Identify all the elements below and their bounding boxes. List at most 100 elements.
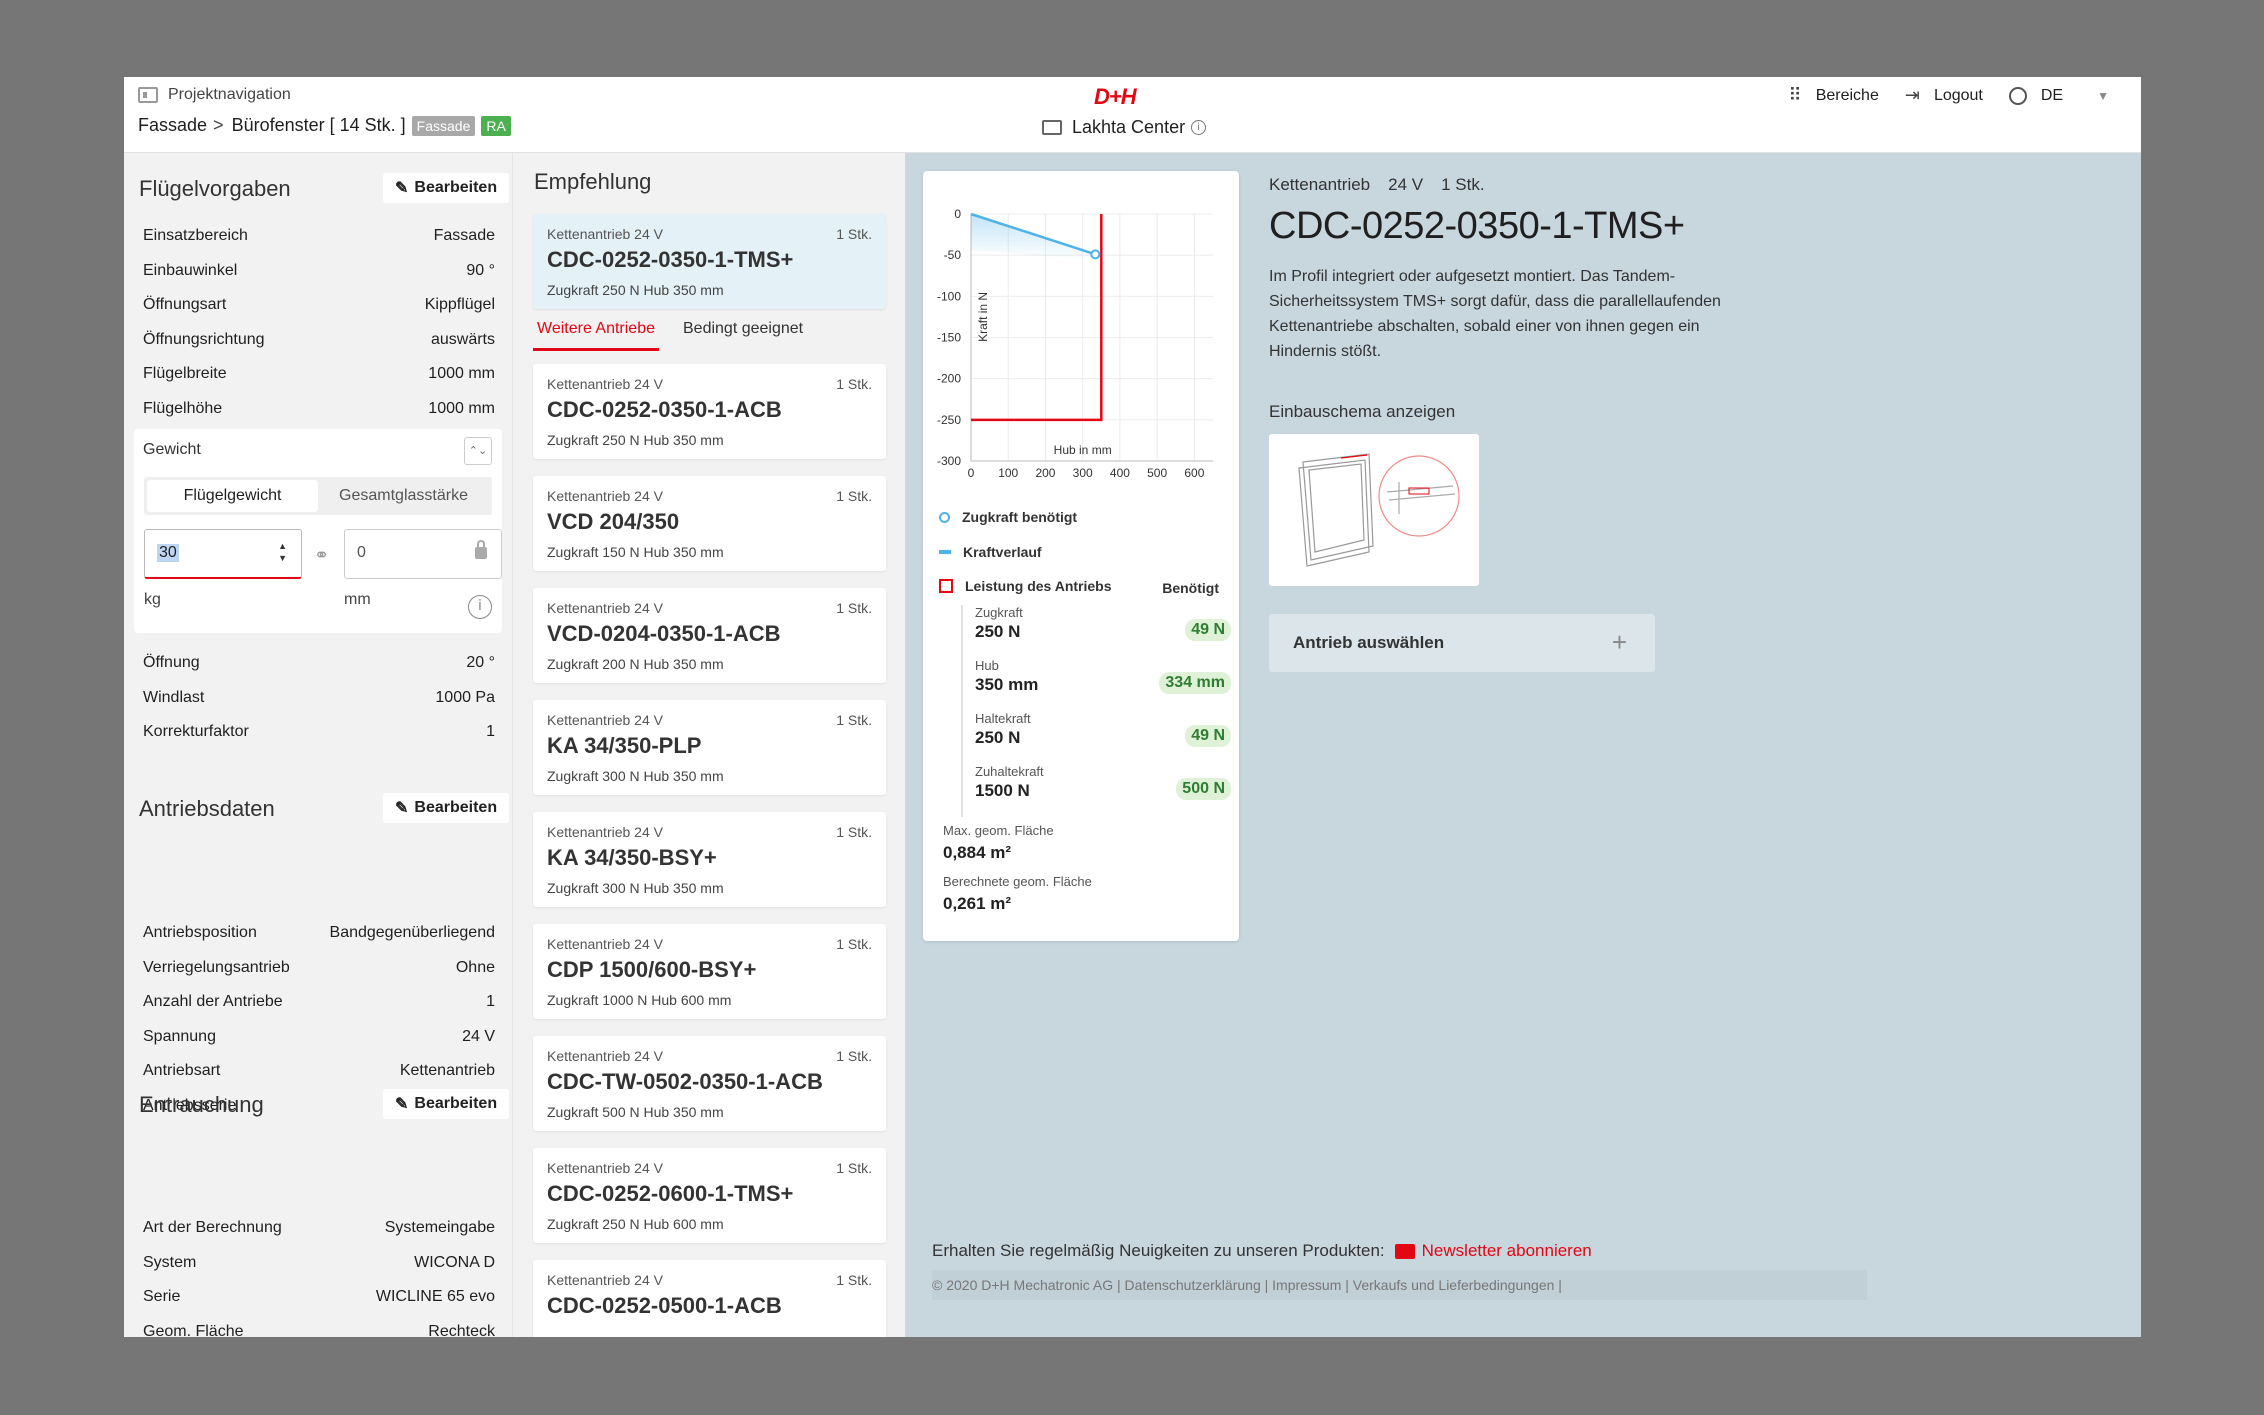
property-key: Öffnungsrichtung <box>143 330 265 348</box>
y-axis-label: Kraft in N <box>976 292 990 342</box>
newsletter-link[interactable]: Newsletter abonnieren <box>1394 1241 1592 1261</box>
product-card[interactable]: Kettenantrieb 24 V 1 Stk. VCD-0204-0350-1-… <box>533 588 886 683</box>
tab-weitere-antriebe[interactable]: Weitere Antriebe <box>533 315 659 351</box>
property-row: Einsatzbereich Fassade <box>143 227 495 245</box>
property-value: Bandgegenüberliegend <box>329 924 495 941</box>
performance-item: Zuhaltekraft 1500 N 500 N <box>963 764 1231 817</box>
property-key: Serie <box>143 1288 181 1305</box>
product-category: Kettenantrieb 24 V <box>547 824 663 840</box>
product-specs: Zugkraft 300 N Hub 350 mm <box>547 880 724 896</box>
performance-label: Zugkraft <box>975 605 1023 620</box>
link-icon[interactable]: ⚭ <box>314 545 330 565</box>
product-card[interactable]: Kettenantrieb 24 V 1 Stk. CDP 1500/600-BSY… <box>533 924 886 1019</box>
line-icon <box>939 550 951 554</box>
chevron-down-icon[interactable]: ▼ <box>2097 88 2109 103</box>
product-title: CDC-0252-0350-1-TMS+ <box>1269 205 1685 247</box>
product-specs: Zugkraft 200 N Hub 350 mm <box>547 656 724 672</box>
property-key: Anzahl der Antriebe <box>143 993 283 1010</box>
product-category: Kettenantrieb 24 V <box>547 1160 663 1176</box>
property-value: Fassade <box>433 227 495 244</box>
glasstaerke-input[interactable]: 0 <box>344 529 502 579</box>
max-geom-value: 0,884 m² <box>943 843 1012 862</box>
x-tick-label: 600 <box>1184 466 1204 480</box>
property-key: Antriebsart <box>143 1062 221 1079</box>
product-specs: Zugkraft 1000 N Hub 600 mm <box>547 992 732 1008</box>
bereiche-link[interactable]: Bereiche <box>1815 86 1879 104</box>
gewicht-card: Gewicht ⌃⌄ Flügelgewicht Gesamtglasstärk… <box>134 429 502 633</box>
product-card[interactable]: Kettenantrieb 24 V 1 Stk. CDC-0252-0500-1-… <box>533 1260 886 1337</box>
product-qty: 1 Stk. <box>836 1272 872 1288</box>
needed-badge: 500 N <box>1176 778 1231 800</box>
installation-schema-image[interactable] <box>1269 434 1479 586</box>
product-card[interactable]: Kettenantrieb 24 V 1 Stk. VCD 204/350 Zugkr… <box>533 476 886 571</box>
glasstaerke-value: 0 <box>357 544 366 561</box>
fluegel-edit-button[interactable]: ✎ Bearbeiten <box>383 173 510 203</box>
tab-gesamtglasstaerke[interactable]: Gesamtglasstärke <box>339 487 468 504</box>
breadcrumb-root[interactable]: Fassade <box>138 115 208 135</box>
product-name: CDP 1500/600-BSY+ <box>547 957 757 982</box>
product-qty: 1 Stk. <box>836 1048 872 1064</box>
project-selector[interactable]: Lakhta Center i <box>1042 117 1207 138</box>
product-card[interactable]: Kettenantrieb 24 V 1 Stk. CDC-0252-0350-1-… <box>533 364 886 459</box>
product-card[interactable]: Kettenantrieb 24 V 1 Stk. CDC-0252-0600-1-… <box>533 1148 886 1243</box>
project-navigation-label: Projektnavigation <box>168 86 291 103</box>
product-name: VCD-0204-0350-1-ACB <box>547 621 781 646</box>
product-card[interactable]: Kettenantrieb 24 V 1 Stk. CDC-TW-0502-0350… <box>533 1036 886 1131</box>
brand-logo[interactable]: D+H <box>1094 84 1137 109</box>
property-value: 1 <box>486 993 495 1010</box>
product-name: KA 34/350-PLP <box>547 733 702 758</box>
property-row: Öffnungsrichtung auswärts <box>143 331 495 349</box>
performance-item: Zugkraft 250 N 49 N <box>963 605 1231 658</box>
product-meta: Kettenantrieb 24 V 1 Stk. <box>1269 175 1749 195</box>
footer-links[interactable]: © 2020 D+H Mechatronic AG | Datenschutze… <box>932 1270 1867 1300</box>
property-row: System WICONA D <box>143 1254 495 1272</box>
tag-ra: RA <box>481 115 511 136</box>
legend-kraftverlauf: Kraftverlauf <box>939 544 1042 560</box>
tab-bedingt-geeignet[interactable]: Bedingt geeignet <box>683 320 804 337</box>
x-tick-label: 400 <box>1110 466 1130 480</box>
property-value: Ohne <box>455 958 495 976</box>
property-key: Öffnungsart <box>143 296 227 313</box>
product-name: VCD 204/350 <box>547 509 680 534</box>
schema-link[interactable]: Einbauschema anzeigen <box>1269 402 1456 421</box>
property-key: Antriebsserie <box>143 1096 237 1114</box>
product-qty: 1 Stk. <box>836 600 872 616</box>
property-value: 1000 mm <box>428 365 495 382</box>
entrauchung-edit-button[interactable]: ✎ Bearbeiten <box>383 1089 510 1119</box>
property-key: Einsatzbereich <box>143 227 248 244</box>
checkbox-icon[interactable] <box>939 579 953 593</box>
detail-panel: 0 100 200 300 400 500 600 0 -50 -100 -150 -200 -250 -… <box>905 153 2141 1337</box>
logout-link[interactable]: Logout <box>1933 86 1983 104</box>
info-icon[interactable]: i <box>1191 120 1207 135</box>
stepper-icon[interactable]: ▲ ▼ <box>278 541 287 563</box>
performance-item: Hub 350 mm 334 mm <box>963 658 1231 711</box>
y-tick-label: -250 <box>937 413 961 427</box>
product-qty: 1 Stk. <box>836 226 872 242</box>
fluegelgewicht-input[interactable]: 30 ▲ ▼ <box>144 529 302 579</box>
project-navigation-toggle[interactable]: Projektnavigation <box>138 86 291 104</box>
property-value: Kettenantrieb <box>399 1062 495 1079</box>
collapse-icon[interactable]: ⌃⌄ <box>464 437 492 465</box>
product-name: CDC-TW-0502-0350-1-ACB <box>547 1069 823 1094</box>
property-value: Systemeingabe <box>384 1219 495 1236</box>
product-specs: Zugkraft 250 N Hub 350 mm <box>547 282 724 298</box>
product-card[interactable]: Kettenantrieb 24 V 1 Stk. KA 34/350-BSY+ Zu… <box>533 812 886 907</box>
property-row: Einbauwinkel 90 ° <box>143 262 495 280</box>
product-name: CDC-0252-0600-1-TMS+ <box>547 1181 794 1206</box>
tab-fluegelgewicht[interactable]: Flügelgewicht <box>147 480 318 512</box>
performance-list: Zugkraft 250 N 49 N Hub 350 mm 334 mm Haltekra… <box>961 605 1231 817</box>
y-tick-label: -300 <box>937 454 961 468</box>
fluegelgewicht-value: 30 <box>157 544 179 562</box>
x-axis-label: Hub in mm <box>1054 443 1112 457</box>
product-type: Kettenantrieb <box>1269 175 1371 194</box>
pencil-icon: ✎ <box>395 800 409 817</box>
product-category: Kettenantrieb 24 V <box>547 376 663 392</box>
product-card[interactable]: Kettenantrieb 24 V 1 Stk. KA 34/350-PLP Zug… <box>533 700 886 795</box>
product-specs: Zugkraft 150 N Hub 350 mm <box>547 544 724 560</box>
language-selector[interactable]: DE <box>2040 86 2064 104</box>
info-icon[interactable]: i <box>468 595 492 619</box>
antrieb-edit-button[interactable]: ✎ Bearbeiten <box>383 793 510 823</box>
recommended-product-card[interactable]: Kettenantrieb 24 V 1 Stk. CDC-0252-0350-… <box>533 214 886 309</box>
select-drive-button[interactable]: Antrieb auswählen + <box>1269 614 1655 672</box>
legend-leistung[interactable]: Leistung des Antriebs <box>939 578 1112 594</box>
